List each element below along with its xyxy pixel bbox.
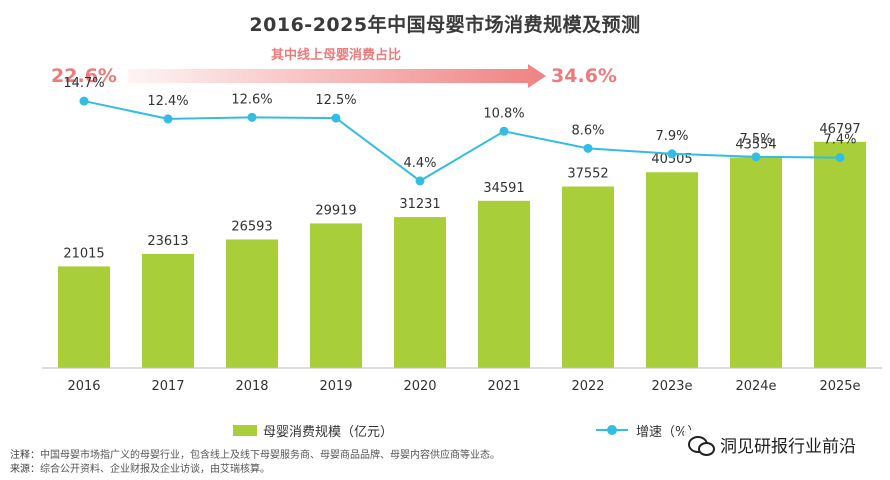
growth-point: [583, 143, 593, 153]
x-tick-label: 2016: [67, 379, 100, 394]
legend-bar: 母婴消费规模（亿元）: [233, 420, 393, 440]
growth-label: 12.6%: [231, 92, 272, 107]
growth-label: 14.7%: [63, 76, 104, 91]
growth-label: 12.4%: [147, 94, 188, 109]
bar: [730, 157, 782, 368]
x-tick-label: 2025e: [819, 379, 860, 394]
growth-point: [415, 176, 425, 186]
growth-label: 12.5%: [315, 93, 356, 108]
x-tick-label: 2021: [487, 379, 520, 394]
x-tick-label: 2023e: [651, 379, 692, 394]
annotation-label: 其中线上母婴消费占比: [271, 47, 401, 63]
growth-point: [751, 152, 761, 162]
bar-value-label: 43554: [735, 137, 776, 152]
x-tick-label: 2024e: [735, 379, 776, 394]
legend-bar-swatch: [233, 424, 257, 436]
x-tick-label: 2017: [151, 379, 184, 394]
bar-value-label: 46797: [819, 122, 860, 137]
growth-point: [163, 114, 173, 124]
legend-bar-label: 母婴消费规模（亿元）: [263, 424, 394, 440]
growth-point: [247, 112, 257, 122]
legend-line-swatch: [596, 424, 628, 436]
growth-label: 4.4%: [403, 156, 436, 171]
bar: [646, 172, 698, 368]
bar: [310, 223, 362, 368]
wechat-icon: [688, 434, 715, 456]
bar: [142, 253, 194, 368]
bar: [226, 239, 278, 368]
growth-label: 8.6%: [571, 123, 604, 138]
x-tick-label: 2018: [235, 379, 268, 394]
growth-label: 7.9%: [655, 129, 688, 144]
x-tick-label: 2022: [571, 379, 604, 394]
chart-title: 2016-2025年中国母婴市场消费规模及预测: [249, 14, 641, 36]
annotation-end-value: 34.6%: [551, 65, 617, 87]
bar-value-label: 29919: [315, 203, 356, 218]
bar: [394, 217, 446, 368]
bar-value-label: 34591: [483, 181, 524, 196]
growth-point: [667, 149, 677, 159]
bar: [478, 200, 530, 368]
watermark: 洞见研报行业前沿: [684, 430, 860, 459]
growth-point: [79, 96, 89, 106]
footer-notes: 注释：中国母婴市场指广义的母婴行业，包含线上及线下母婴服务商、母婴商品品牌、母婴…: [10, 449, 500, 477]
annotation-arrow: [128, 64, 546, 88]
bar: [562, 186, 614, 368]
x-tick-label: 2019: [319, 379, 352, 394]
growth-label: 10.8%: [483, 106, 524, 121]
bar-value-label: 31231: [399, 197, 440, 212]
bar-value-label: 23613: [147, 234, 188, 249]
bar: [58, 266, 110, 368]
note-line: 注释：中国母婴市场指广义的母婴行业，包含线上及线下母婴服务商、母婴商品品牌、母婴…: [10, 450, 500, 461]
bar-value-label: 21015: [63, 246, 104, 261]
growth-label: 7.5%: [739, 132, 772, 147]
growth-line: [83, 100, 841, 183]
growth-point: [835, 153, 845, 163]
growth-label: 7.4%: [823, 133, 856, 148]
x-tick-label: 2020: [403, 379, 436, 394]
bar-value-label: 40505: [651, 152, 692, 167]
bar: [814, 141, 866, 368]
growth-point: [331, 113, 341, 123]
annotation-start-value: 22.6%: [51, 65, 117, 87]
bar-value-label: 37552: [567, 166, 608, 181]
watermark-text: 洞见研报行业前沿: [720, 437, 856, 457]
source-line: 来源：综合公开资料、企业财报及企业访谈，由艾瑞核算。: [10, 464, 270, 475]
bar-value-label: 26593: [231, 219, 272, 234]
growth-point: [499, 126, 509, 136]
